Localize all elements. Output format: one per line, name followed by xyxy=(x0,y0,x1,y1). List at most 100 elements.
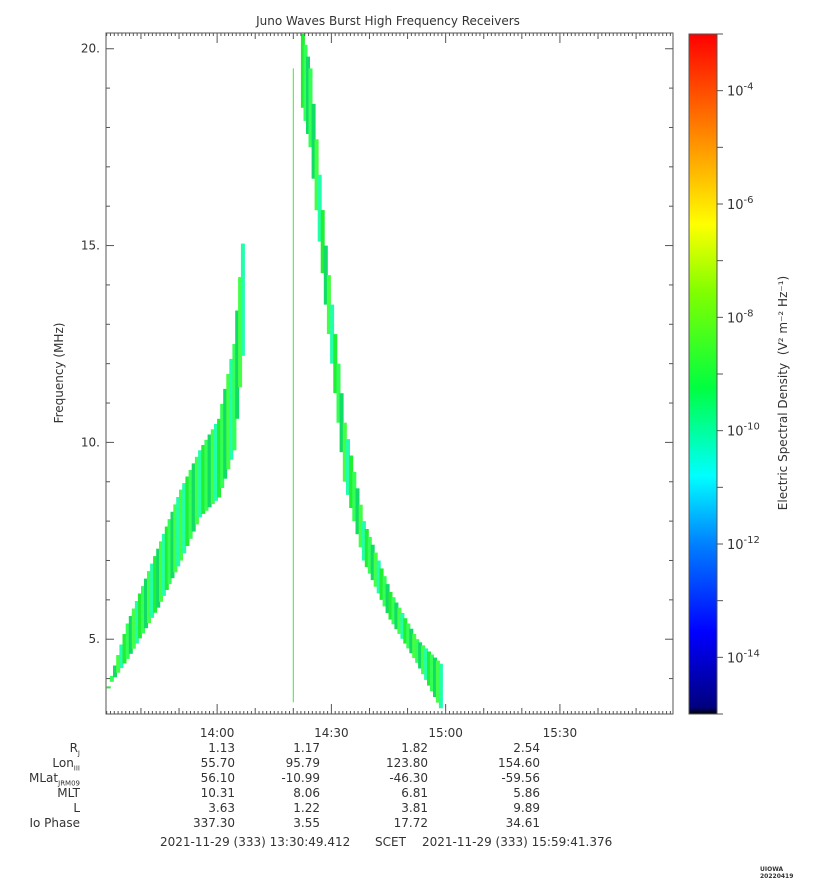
emission-cell xyxy=(388,592,393,620)
emission-cell xyxy=(116,655,121,673)
emission-cell xyxy=(339,393,344,453)
emission-cell xyxy=(430,654,434,692)
emission-cell xyxy=(336,363,341,423)
ephemeris-value: 154.60 xyxy=(498,756,540,770)
emission-cell xyxy=(204,439,209,511)
version-stamp: UIOWA 20220419 xyxy=(760,866,794,880)
footer-start-time: 2021-11-29 (333) 13:30:49.412 xyxy=(160,835,351,849)
emission-cell xyxy=(238,277,243,388)
emission-cell xyxy=(191,463,196,532)
ephemeris-row-label: MLatJRM09 xyxy=(29,771,80,788)
ephemeris-value: 6.81 xyxy=(401,786,428,800)
emission-cell xyxy=(182,483,187,554)
emission-cell xyxy=(427,651,431,686)
emission-cell xyxy=(330,304,335,364)
ephemeris-value: -10.99 xyxy=(281,771,320,785)
colorbar-tick-label: 10-8 xyxy=(727,308,754,326)
emission-cell xyxy=(346,439,350,495)
emission-cell xyxy=(159,541,163,602)
emission-cell xyxy=(415,639,420,663)
emission-cell xyxy=(320,210,325,274)
x-axis: 14:00 14:30 15:00 15:30 xyxy=(106,33,671,740)
emission-cell xyxy=(113,665,117,678)
ephemeris-value: 56.10 xyxy=(200,771,235,785)
emission-cell xyxy=(300,33,305,108)
emission-cell xyxy=(170,511,175,579)
ephemeris-value: 3.81 xyxy=(401,801,428,815)
ephemeris-row-label: Io Phase xyxy=(29,816,80,830)
emission-cell xyxy=(235,310,240,419)
colorbar-tick-label: 10-10 xyxy=(727,422,760,440)
ephemeris-value: 3.55 xyxy=(293,816,320,830)
emission-cell xyxy=(382,576,387,607)
emission-cell xyxy=(433,657,437,697)
ephemeris-value: 95.79 xyxy=(285,756,320,770)
emission-cell xyxy=(342,422,347,482)
emission-cell xyxy=(220,403,225,488)
emission-cell xyxy=(150,563,155,618)
emission-cell xyxy=(147,571,151,624)
emission-cell xyxy=(161,533,166,596)
emission-cell xyxy=(223,388,228,479)
colorbar-ticks: 10-4 10-6 10-8 10-10 10-12 10-14 xyxy=(717,33,760,715)
emission-cell xyxy=(308,68,313,148)
emission-cell xyxy=(217,418,222,498)
emission-cell xyxy=(326,275,331,335)
emission-cell xyxy=(412,634,417,659)
colorbar-label: Electric Spectral Density xyxy=(776,363,790,510)
emission-cell xyxy=(406,623,411,649)
emission-cell xyxy=(176,497,181,567)
emission-cell xyxy=(317,174,322,242)
emission-cell xyxy=(367,536,372,574)
ephemeris-value: 9.89 xyxy=(513,801,540,815)
ephemeris-value: 1.82 xyxy=(401,741,428,755)
ephemeris-value: 1.22 xyxy=(293,801,320,815)
ephemeris-value: 2.54 xyxy=(513,741,540,755)
y-tick-label: 5. xyxy=(89,632,100,646)
emission-cell xyxy=(125,623,130,659)
emission-cell xyxy=(122,634,127,664)
emission-cell xyxy=(358,504,363,548)
emission-cell xyxy=(333,334,338,394)
ephemeris-row-label: L xyxy=(73,801,80,815)
colorbar-unit: (V² m⁻² Hz⁻¹) xyxy=(776,276,790,355)
emission-cell xyxy=(435,660,440,703)
emission-cell xyxy=(210,429,215,505)
colorbar: 10-4 10-6 10-8 10-10 10-12 10-14 Electric Spe… xyxy=(688,33,790,715)
emission-cell xyxy=(421,645,426,675)
x-tick-label: 14:00 xyxy=(200,726,235,740)
colorbar-tick-label: 10-14 xyxy=(727,648,760,666)
emission-cell xyxy=(418,642,423,669)
emission-cell xyxy=(144,578,148,629)
emission-cell xyxy=(214,424,218,501)
emission-cell xyxy=(207,434,212,508)
ephemeris-value: 10.31 xyxy=(200,786,235,800)
footer-scet-label: SCET xyxy=(375,835,406,849)
emission-cell xyxy=(119,644,124,669)
ephemeris-value: -46.30 xyxy=(389,771,428,785)
ephemeris-value: 123.80 xyxy=(386,756,428,770)
emission-cell xyxy=(364,529,369,568)
emission-cell xyxy=(385,584,390,613)
emission-cell xyxy=(379,568,384,600)
emission-cell xyxy=(352,471,357,522)
colorbar-gradient xyxy=(688,33,718,715)
emission-cell xyxy=(323,245,328,305)
y-axis-label: Frequency (MHz) xyxy=(52,323,66,424)
emission-cell xyxy=(303,44,308,121)
ephemeris-row-label: RJ xyxy=(69,741,80,758)
emission-band-right xyxy=(300,33,443,709)
x-tick-label: 14:30 xyxy=(314,726,349,740)
ephemeris-value: 8.06 xyxy=(293,786,320,800)
chart-title: Juno Waves Burst High Frequency Receiver… xyxy=(255,14,520,28)
ephemeris-value: -59.56 xyxy=(501,771,540,785)
emission-cell xyxy=(311,103,316,179)
emission-cell xyxy=(394,602,399,630)
emission-cell xyxy=(370,544,375,581)
svg-text:Electric Spectral Density: Electric Spectral Density (V² m⁻² Hz⁻¹) xyxy=(776,276,790,510)
y-axis: 5. 10. 15. 20. xyxy=(81,42,673,680)
emission-cell xyxy=(391,597,396,625)
emission-cell xyxy=(240,243,245,356)
emission-cell xyxy=(232,344,237,451)
emission-cell xyxy=(185,476,190,546)
